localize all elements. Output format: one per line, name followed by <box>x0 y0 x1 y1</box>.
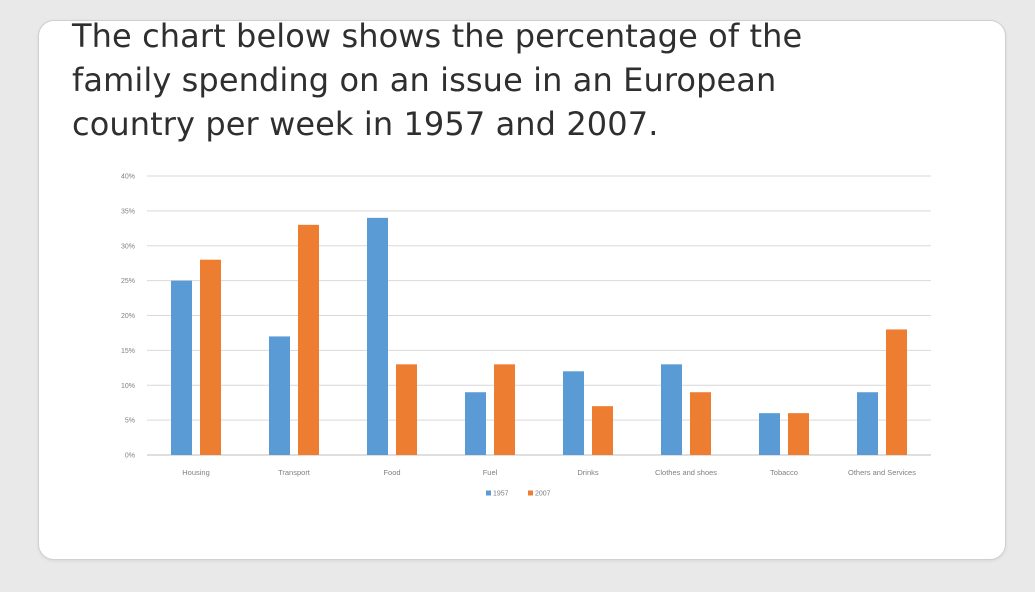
chart-bars <box>171 217 907 455</box>
x-tick-label: Transport <box>278 468 311 477</box>
x-tick-label: Others and Services <box>848 468 916 477</box>
legend-label: 1957 <box>493 491 509 498</box>
bar-2007 <box>592 406 613 455</box>
y-tick-label: 25% <box>121 278 135 285</box>
x-tick-label: Food <box>383 468 400 477</box>
bar-2007 <box>886 329 907 455</box>
x-tick-label: Housing <box>182 468 210 477</box>
y-tick-label: 10% <box>121 383 135 390</box>
y-tick-label: 20% <box>121 313 135 320</box>
bar-1957 <box>857 392 878 455</box>
x-tick-label: Tobacco <box>770 468 798 477</box>
x-axis-ticks: Housing Transport Food Fuel Drinks Clothes an… <box>182 468 916 477</box>
y-tick-label: 0% <box>125 453 135 460</box>
chart-gridlines <box>147 175 931 456</box>
y-tick-label: 30% <box>121 243 135 250</box>
y-tick-label: 15% <box>121 348 135 355</box>
bar-2007 <box>298 224 319 455</box>
bar-2007 <box>494 364 515 455</box>
bar-1957 <box>367 217 388 455</box>
slide-title: The chart below shows the percentage of … <box>72 17 803 143</box>
legend-swatch-2007 <box>528 490 533 496</box>
bar-2007 <box>690 392 711 455</box>
chart-legend: 1957 2007 <box>486 490 551 498</box>
legend-swatch-1957 <box>486 490 491 496</box>
y-tick-label: 40% <box>121 174 135 181</box>
y-tick-label: 35% <box>121 208 135 215</box>
x-tick-label: Fuel <box>483 468 498 477</box>
y-tick-label: 5% <box>125 418 135 425</box>
bar-1957 <box>661 364 682 455</box>
y-axis-ticks: 0% 5% 10% 15% 20% 25% 30% 35% 40% <box>121 174 135 460</box>
bar-1957 <box>759 413 780 455</box>
bar-1957 <box>465 392 486 455</box>
bar-1957 <box>563 371 584 455</box>
bar-2007 <box>200 259 221 455</box>
bar-2007 <box>788 413 809 455</box>
legend-label: 2007 <box>535 491 551 498</box>
bar-1957 <box>171 280 192 455</box>
bar-1957 <box>269 336 290 455</box>
x-tick-label: Drinks <box>577 468 599 477</box>
slide-card <box>38 20 1006 560</box>
x-tick-label: Clothes and shoes <box>655 468 717 477</box>
bar-2007 <box>396 364 417 455</box>
